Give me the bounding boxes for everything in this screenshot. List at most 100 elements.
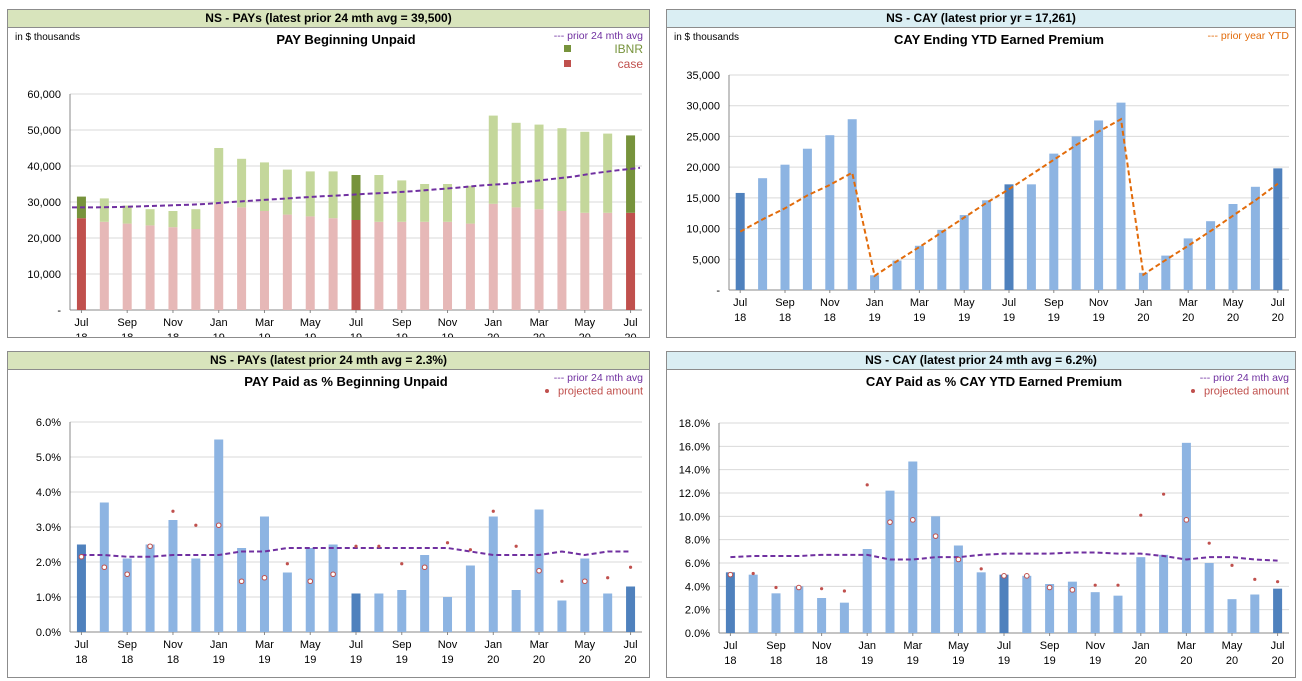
projected-amount-dot [536,567,542,574]
x-tick-year: 19 [441,332,453,337]
prior-24-mth-avg-line [81,547,631,558]
paid-pct-bar [794,586,804,633]
x-tick-year: 19 [304,654,316,666]
x-tick-year: 18 [75,332,87,337]
projected-amount-dot [261,574,268,581]
x-tick-month: May [300,317,321,329]
x-tick-year: 19 [396,332,408,337]
case-bar [420,221,430,310]
case-bar [580,212,590,310]
legend-projected-label: projected amount [558,386,643,398]
projected-amount-dot [400,562,404,566]
case-bar [465,223,475,310]
x-tick-month: Sep [1040,640,1060,652]
prior-year-ytd-line [739,117,1279,278]
x-tick-month: Nov [438,639,458,651]
x-tick-year: 19 [213,654,225,666]
projected-amount-dot [979,567,983,571]
projected-amount-dot [171,509,175,513]
paid-pct-bar [908,461,918,633]
legend-line-label: --- prior year YTD [1208,30,1290,42]
paid-pct-bar [1067,581,1077,633]
legend-ibnr-swatch [564,45,571,52]
paid-pct-bar [488,516,498,632]
ibnr-bar [191,209,201,229]
x-tick-year: 20 [533,654,545,666]
legend-line-label: --- prior 24 mth avg [1200,372,1289,384]
paid-pct-bar [839,602,849,633]
ytd-earned-premium-bar [1183,238,1193,290]
ibnr-bar [328,171,338,219]
legend-case-swatch [564,60,571,67]
x-tick-year: 20 [1135,655,1147,667]
y-tick-label: 5.0% [36,452,61,464]
paid-pct-bar [1181,442,1191,633]
x-tick-year: 20 [624,654,636,666]
unit-note: in $ thousands [15,32,80,43]
x-tick-month: Nov [438,317,458,329]
ibnr-bar [305,171,315,217]
unit-note: in $ thousands [674,32,739,43]
projected-amount-dot [865,483,869,487]
panel-pay-beginning-unpaid: NS - PAYs (latest prior 24 mth avg = 39,… [7,9,650,338]
projected-amount-dot [932,533,939,539]
y-tick-label: 20,000 [27,233,61,245]
ytd-earned-premium-bar [1071,136,1081,290]
x-tick-year: 18 [724,655,736,667]
projected-amount-dot [1001,573,1007,579]
x-tick-month: Jan [1132,640,1150,652]
x-tick-year: 19 [861,655,873,667]
x-tick-month: Jul [349,639,363,651]
x-tick-month: Sep [775,297,795,309]
cay-paid-pct-chart: CAY Paid as % CAY YTD Earned Premium --- … [679,372,1289,667]
case-bar [626,212,636,310]
x-tick-year: 18 [75,654,87,666]
ibnr-bar [534,124,544,210]
x-tick-year: 19 [998,655,1010,667]
paid-pct-bar [214,439,224,632]
ibnr-bar [259,162,269,211]
paid-pct-bar [397,590,407,632]
ytd-earned-premium-bar [1138,272,1148,290]
legend-ibnr-label: IBNR [614,42,643,56]
chart-title: PAY Paid as % Beginning Unpaid [244,374,448,389]
paid-pct-bar [351,593,361,632]
x-tick-year: 20 [579,654,591,666]
legend-projected-dot [545,389,549,393]
paid-pct-bar [976,572,986,633]
paid-pct-bar [328,544,338,632]
projected-amount-dot [194,523,198,527]
y-tick-label: - [716,285,720,297]
x-tick-year: 20 [533,332,545,337]
x-tick-year: 18 [779,312,791,324]
ibnr-bar [626,135,636,213]
x-tick-month: Nov [163,317,183,329]
x-tick-month: May [574,317,595,329]
projected-amount-dot [727,571,734,578]
x-tick-month: Sep [1044,297,1064,309]
projected-amount-dot [910,517,916,523]
case-bar [534,209,544,310]
projected-amount-dot [377,544,381,548]
projected-amount-dot [560,579,564,583]
x-tick-year: 19 [1048,312,1060,324]
cay-ytd-earned-premium-chart: CAY Ending YTD Earned Premium in $ thousa… [674,30,1290,324]
ibnr-bar [443,184,453,222]
x-tick-year: 20 [1182,312,1194,324]
case-bar [259,211,269,310]
x-tick-month: Jan [484,317,502,329]
projected-amount-dot [78,553,85,560]
projected-amount-dot [330,571,336,578]
x-tick-month: Jul [723,640,737,652]
ibnr-bar [603,133,613,213]
x-tick-month: Jan [858,640,876,652]
ibnr-bar [122,205,132,224]
chart-title: PAY Beginning Unpaid [276,32,415,47]
x-tick-year: 20 [1227,312,1239,324]
ytd-earned-premium-bar [1116,102,1126,291]
x-tick-year: 20 [1272,312,1284,324]
y-tick-label: 35,000 [686,70,720,82]
y-tick-label: 20,000 [686,162,720,174]
projected-amount-dot [1024,573,1030,579]
x-tick-year: 20 [487,654,499,666]
